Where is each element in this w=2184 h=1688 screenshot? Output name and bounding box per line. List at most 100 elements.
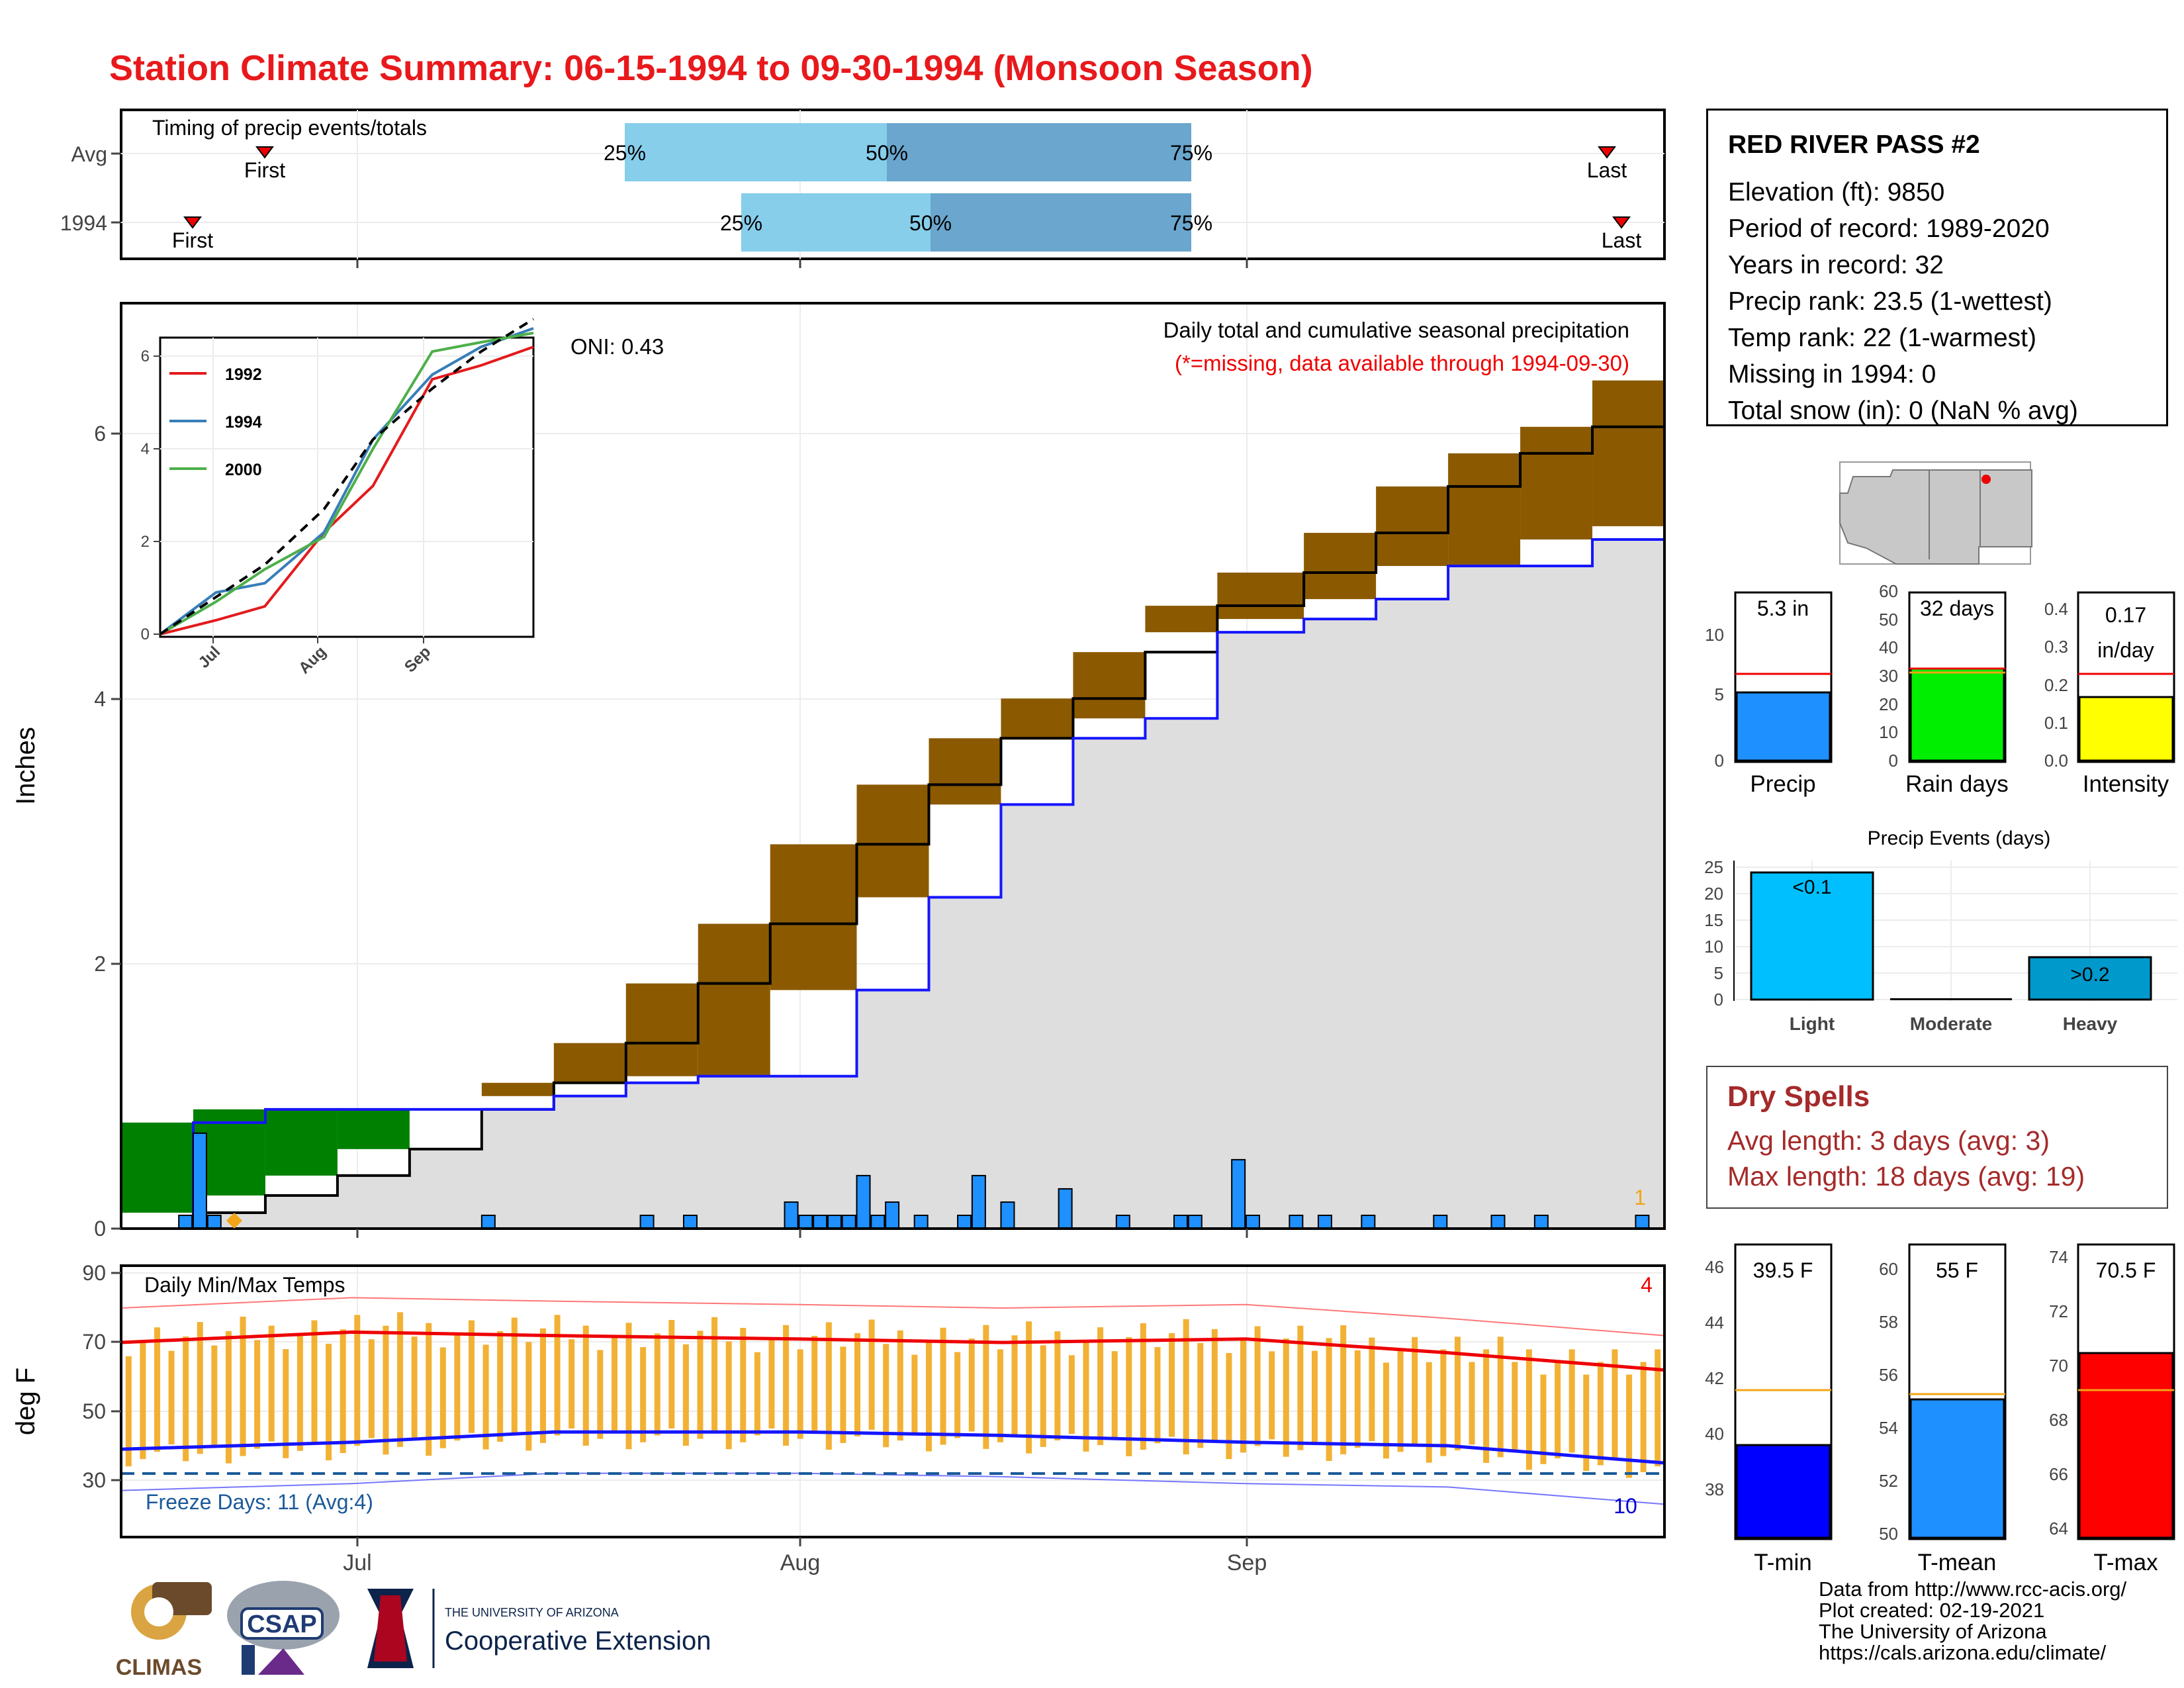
deficit-segment [1304,532,1377,600]
hot-count: 4 [1641,1273,1653,1297]
ua-logo: THE UNIVERSITY OF ARIZONA Cooperative Ex… [367,1589,711,1668]
main-plots: Timing of precip events/totals Avg 1994 … [11,109,1666,1575]
inset-line-2000 [159,332,534,635]
summary-plots: 5.3 in 0 5 10 Precip 32 days 0 10 20 30 … [1704,461,2177,1575]
daily-temp-bar [454,1334,461,1441]
temp-ytick-30: 30 [82,1468,106,1492]
daily-temp-bar [1169,1333,1175,1437]
climas-logo: CLIMAS [116,1582,212,1680]
daily-temp-bar [168,1350,175,1445]
daily-temp-bar [311,1320,318,1444]
tmean-bar [1909,1398,2005,1539]
daily-temp-bar [426,1323,432,1456]
daily-temp-bar [1397,1350,1404,1452]
tmean-value: 55 F [1936,1258,1978,1282]
temp-ytick-70: 70 [82,1330,106,1354]
inset-ytick-6: 6 [141,348,150,365]
daily-temp-bar [897,1330,903,1441]
daily-temp-bar [1525,1349,1532,1470]
inset-ytick-2: 2 [141,533,150,551]
daily-precip-bar [682,1214,698,1229]
daily-precip-bar [856,1174,871,1230]
deficit-segment [553,1043,626,1083]
ytick-4: 4 [94,687,106,711]
intensity-ytick-1: 0.1 [2044,713,2068,733]
raindays-value: 32 days [1920,596,1994,620]
tmin-summary-bar: 39.5 F 38 40 42 44 46 T-min [1705,1243,1833,1575]
station-precip-rank: Precip rank: 23.5 (1-wettest) [1728,287,2052,316]
daily-temp-bar [1054,1331,1061,1441]
dry-spells-max: Max length: 18 days (avg: 19) [1727,1161,2085,1192]
deficit-segment [1217,573,1304,620]
tmin-ytick-42: 42 [1705,1368,1724,1388]
daily-temp-bar [268,1325,275,1442]
event-bar-heavy [2028,956,2152,1001]
event-bar-moderate [1890,998,2012,1000]
deficit-segment [856,784,929,898]
daily-temp-bar [154,1327,160,1452]
ua-small-text: THE UNIVERSITY OF ARIZONA [445,1606,619,1619]
events-ytick-10: 10 [1704,937,1723,957]
deficit-segment [1073,652,1146,719]
avg-first-label: First [244,158,285,182]
timing-row-avg: Avg [71,142,107,166]
xtick-jul: Jul [343,1550,371,1575]
daily-precip-bars [178,1132,1650,1230]
daily-precip-bar [1361,1214,1376,1229]
daily-temp-bar [397,1312,404,1447]
daily-temp-bar [383,1325,389,1455]
oni-label: ONI: 0.43 [570,334,664,359]
precip-note: (*=missing, data available through 1994-… [1175,351,1629,375]
deficit-segment [1145,606,1218,633]
inset-legend-1994: 1994 [225,413,262,432]
daily-precip-bar [1187,1214,1203,1229]
daily-temp-bar [354,1315,361,1446]
deficit-segment [1001,698,1073,739]
daily-temp-bar [1583,1374,1590,1472]
daily-temp-bar [368,1339,375,1438]
deficit-segment [1592,380,1664,526]
daily-temp-bar [682,1344,689,1446]
credits: Data from http://www.rcc-acis.org/ Plot … [1819,1579,2126,1664]
daily-temp-bar [740,1327,747,1442]
logos: CLIMAS CSAP THE UNIVERSITY OF ARIZONA Co… [116,1581,711,1680]
daily-precip-bar [1635,1214,1650,1229]
daily-temp-bar [783,1325,790,1446]
daily-temp-bar [1326,1338,1332,1462]
daily-precip-bar [971,1174,986,1230]
temp-ylabel: deg F [11,1368,40,1435]
daily-temp-bar [539,1328,546,1443]
daily-temp-bar [1540,1374,1547,1464]
intensity-unit: in/day [2097,638,2154,662]
tmin-ytick-38: 38 [1705,1479,1724,1499]
inset-line-1992 [159,346,534,635]
daily-temp-bar [296,1335,303,1451]
deficit-segment [265,1109,338,1176]
credit-university: The University of Arizona [1819,1620,2047,1643]
daily-temp-bar [1454,1336,1461,1450]
freeze-days: Freeze Days: 11 (Avg:4) [146,1490,373,1514]
precip-bar-label: Precip [1750,771,1815,797]
tmax-ytick-66: 66 [2049,1464,2068,1484]
events-ytick-20: 20 [1704,884,1723,904]
daily-temp-bar [925,1341,932,1452]
tmin-ytick-40: 40 [1705,1424,1724,1444]
csap-text: CSAP [247,1611,317,1638]
daily-precip-bar [1231,1158,1246,1229]
daily-precip-bar [827,1214,842,1229]
tmean-ytick-52: 52 [1879,1471,1898,1491]
intensity-ytick-3: 0.3 [2044,637,2068,657]
deficit-segment [1520,426,1593,539]
daily-precip-bar [1173,1214,1188,1229]
daily-temp-bar [1597,1362,1604,1466]
inset-legend-1992: 1992 [225,365,262,384]
daily-precip-bar [178,1214,193,1229]
daily-precip-bar [192,1132,207,1229]
event-cat-moderate: Moderate [1910,1013,1992,1034]
daily-temp-bar [1111,1351,1118,1439]
precip-ytick-5: 5 [1715,684,1724,704]
station-years: Years in record: 32 [1728,251,1944,279]
ytick-2: 2 [94,952,106,976]
intensity-summary-bar: 0.17 in/day 0.0 0.1 0.2 0.3 0.4 Intensit… [2044,591,2175,797]
tmin-ytick-46: 46 [1705,1257,1724,1277]
